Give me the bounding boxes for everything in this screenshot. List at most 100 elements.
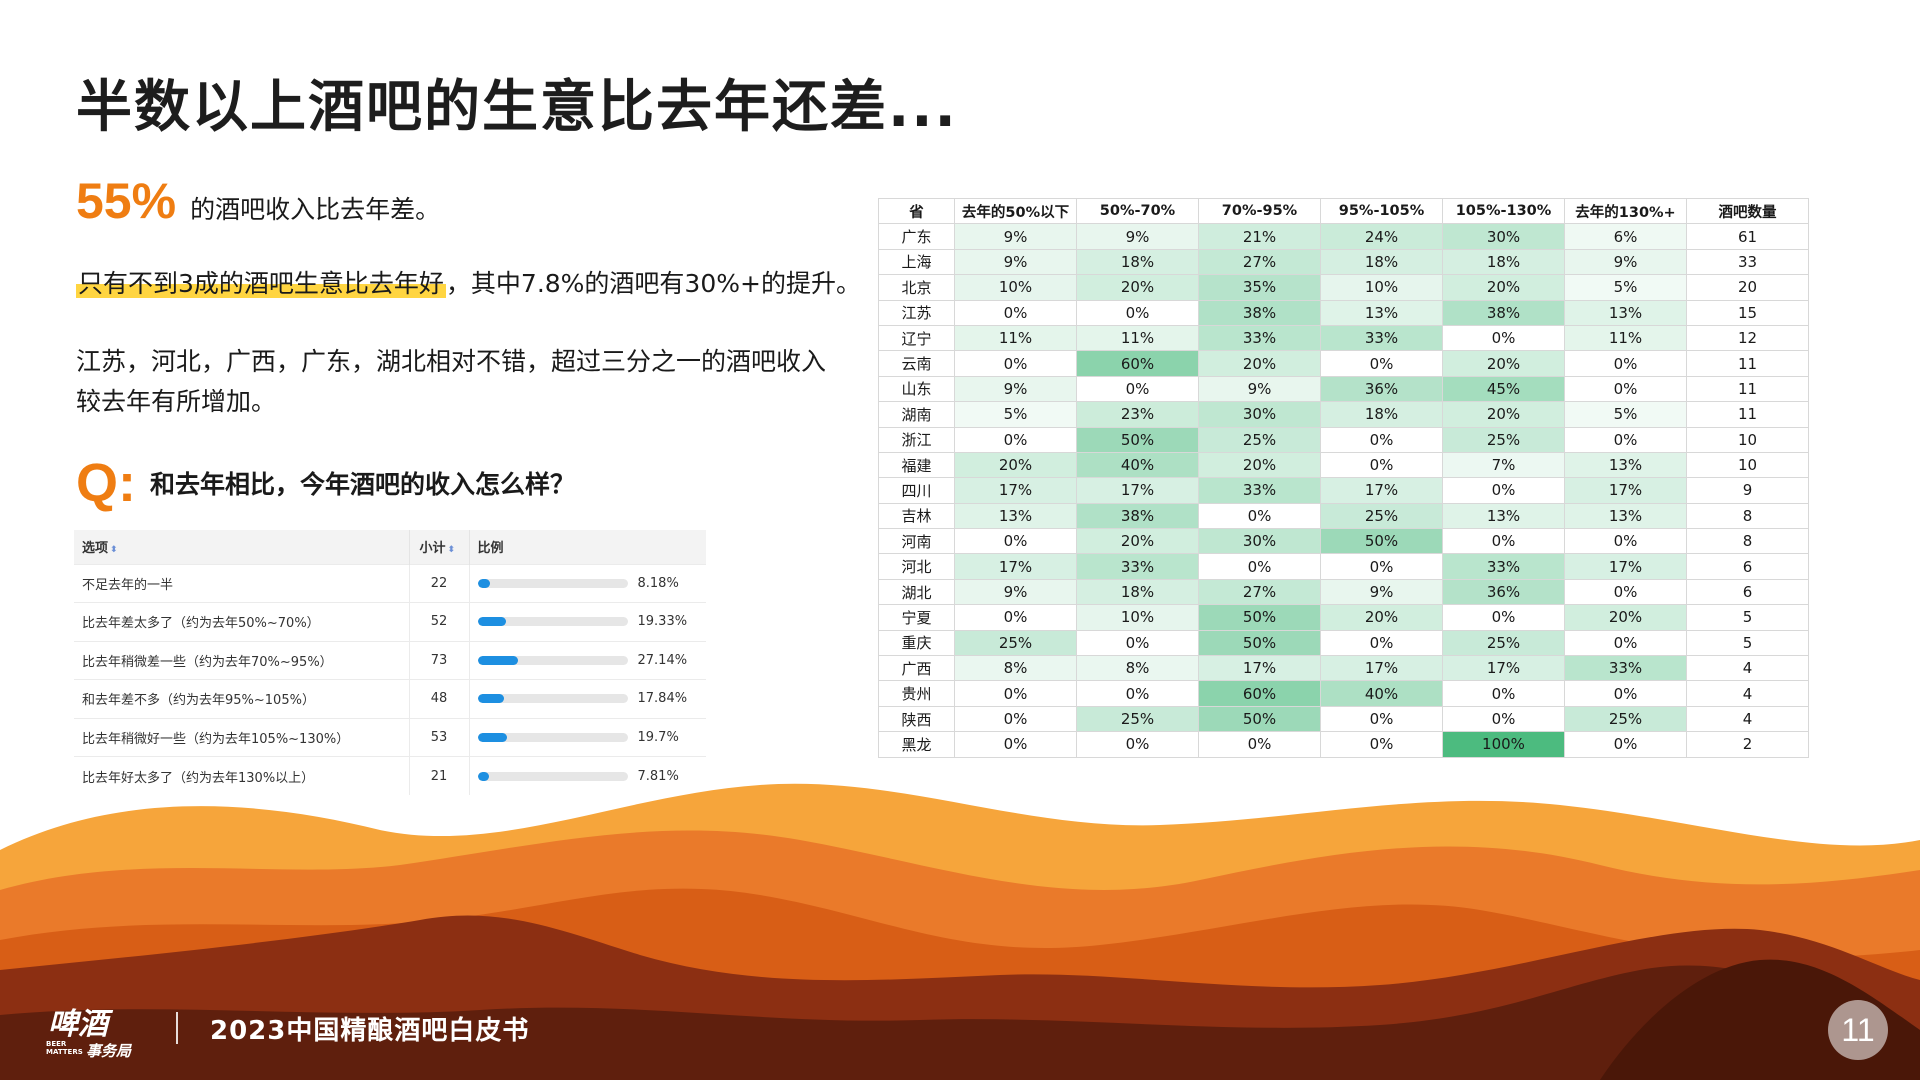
survey-percentage: 8.18% — [637, 575, 679, 591]
stat-description: 的酒吧收入比去年差。 — [190, 195, 441, 224]
bar-count: 6 — [1686, 553, 1809, 580]
bar-count: 5 — [1686, 604, 1809, 631]
heatmap-row: 湖北 9% 18% 27% 9% 36% 0% 6 — [878, 578, 1809, 606]
bar-count: 9 — [1686, 477, 1809, 504]
heatmap-cell: 0% — [1320, 426, 1443, 453]
heatmap-cell: 20% — [1564, 604, 1687, 631]
heatmap-cell: 33% — [1320, 324, 1443, 352]
heatmap-cell: 0% — [1442, 604, 1565, 631]
bar-count: 8 — [1686, 502, 1809, 530]
heatmap-cell: 38% — [1442, 299, 1565, 326]
heatmap-cell: 0% — [1442, 528, 1565, 555]
paragraph-rest: ，其中7.8%的酒吧有30%+的提升。 — [445, 269, 861, 298]
sort-icon[interactable]: ⬍ — [447, 545, 456, 556]
stat-percentage: 55% — [76, 173, 177, 229]
heatmap-column-header: 70%-95% — [1198, 197, 1321, 225]
sort-icon[interactable]: ⬍ — [110, 545, 118, 556]
heatmap-cell: 9% — [1198, 375, 1321, 403]
highlighted-text: 只有不到3成的酒吧生意比去年好 — [76, 269, 446, 298]
province-heatmap-table: 省去年的50%以下 50%-70% 70%-95% 95%-105% 105%-130%… — [878, 197, 1809, 758]
heatmap-cell: 33% — [1076, 553, 1199, 580]
heatmap-cell: 36% — [1442, 578, 1565, 606]
province-name: 湖北 — [878, 578, 955, 606]
heatmap-cell: 18% — [1442, 248, 1565, 276]
province-name: 宁夏 — [878, 604, 955, 631]
survey-table: 选项 ⬍ 小计 ⬍ 比例 不足去年的一半 22 8.18% 比去年差太多了（约为去年50%… — [74, 530, 706, 795]
heatmap-row: 黑龙 0% 0% 0% 0% 100% 0% 2 — [878, 731, 1809, 758]
survey-row: 和去年差不多（约为去年95%~105%） 48 17.84% — [74, 679, 706, 718]
progress-bar-fill — [477, 578, 490, 588]
heatmap-row: 福建 20% 40% 20% 0% 7% 13% 10 — [878, 451, 1809, 479]
heatmap-cell: 5% — [1564, 274, 1687, 301]
svg-text:MATTERS: MATTERS — [46, 1048, 83, 1056]
heatmap-cell: 50% — [1076, 426, 1199, 453]
heatmap-cell: 30% — [1442, 223, 1565, 250]
heatmap-cell: 20% — [1442, 350, 1565, 377]
heatmap-cell: 20% — [1198, 350, 1321, 377]
bar-count: 11 — [1686, 375, 1809, 403]
heatmap-cell: 11% — [1076, 324, 1199, 352]
heatmap-cell: 0% — [1564, 680, 1687, 707]
bar-count: 33 — [1686, 248, 1809, 276]
heatmap-column-header: 去年的130%+ — [1564, 197, 1687, 225]
column-header-option[interactable]: 选项 ⬍ — [74, 530, 410, 564]
heatmap-cell: 0% — [1564, 350, 1687, 377]
heatmap-cell: 9% — [954, 578, 1077, 606]
heatmap-cell: 33% — [1564, 655, 1687, 682]
heatmap-cell: 25% — [1442, 426, 1565, 453]
progress-bar-fill — [477, 655, 519, 665]
province-name: 陕西 — [878, 705, 955, 733]
survey-count: 48 — [409, 679, 470, 718]
heatmap-cell: 17% — [1076, 477, 1199, 504]
heatmap-cell: 20% — [1442, 401, 1565, 428]
heatmap-column-header: 105%-130% — [1442, 197, 1565, 225]
survey-ratio-cell: 19.7% — [469, 717, 706, 757]
paragraph-improvement: 只有不到3成的酒吧生意比去年好，其中7.8%的酒吧有30%+的提升。 — [76, 264, 861, 300]
heatmap-cell: 50% — [1198, 705, 1321, 733]
heatmap-cell: 100% — [1442, 731, 1565, 758]
heatmap-cell: 33% — [1198, 324, 1321, 352]
heatmap-cell: 13% — [954, 502, 1077, 530]
heatmap-row: 浙江 0% 50% 25% 0% 25% 0% 10 — [878, 426, 1809, 453]
survey-count: 53 — [409, 717, 470, 757]
svg-text:事务局: 事务局 — [86, 1042, 132, 1060]
heatmap-cell: 21% — [1198, 223, 1321, 250]
heatmap-cell: 0% — [1320, 451, 1443, 479]
heatmap-row: 江苏 0% 0% 38% 13% 38% 13% 15 — [878, 299, 1809, 326]
heatmap-cell: 9% — [954, 375, 1077, 403]
heatmap-cell: 9% — [1076, 223, 1199, 250]
heatmap-column-header: 50%-70% — [1076, 197, 1199, 225]
heatmap-cell: 0% — [1442, 680, 1565, 707]
survey-percentage: 19.7% — [637, 729, 679, 745]
heatmap-cell: 7% — [1442, 451, 1565, 479]
paragraph-regions-line2: 较去年有所增加。 — [76, 387, 277, 416]
heatmap-cell: 13% — [1442, 502, 1565, 530]
column-header-count[interactable]: 小计 ⬍ — [409, 530, 470, 564]
survey-option-label: 不足去年的一半 — [74, 563, 410, 603]
province-name: 贵州 — [878, 680, 955, 707]
heatmap-cell: 5% — [1564, 401, 1687, 428]
heatmap-cell: 9% — [954, 223, 1077, 250]
survey-percentage: 7.81% — [637, 768, 679, 784]
province-name: 黑龙 — [878, 731, 955, 758]
page-number: 11 — [1828, 1000, 1888, 1060]
survey-row: 比去年好太多了（约为去年130%以上） 21 7.81% — [74, 756, 706, 795]
decorative-waves — [0, 783, 1920, 1080]
survey-ratio-cell: 19.33% — [469, 602, 706, 641]
footer-title: 2023中国精酿酒吧白皮书 — [210, 1016, 530, 1046]
heatmap-cell: 45% — [1442, 375, 1565, 403]
heatmap-cell: 10% — [954, 274, 1077, 301]
heatmap-cell: 0% — [1076, 375, 1199, 403]
heatmap-cell: 20% — [1076, 274, 1199, 301]
heatmap-cell: 20% — [1076, 528, 1199, 555]
survey-row: 不足去年的一半 22 8.18% — [74, 563, 706, 603]
heatmap-cell: 9% — [954, 248, 1077, 276]
province-name: 广西 — [878, 655, 955, 682]
heatmap-cell: 0% — [954, 350, 1077, 377]
heatmap-cell: 10% — [1076, 604, 1199, 631]
heatmap-cell: 17% — [1320, 477, 1443, 504]
province-name: 浙江 — [878, 426, 955, 453]
bar-count: 12 — [1686, 324, 1809, 352]
heatmap-cell: 0% — [1076, 629, 1199, 657]
heatmap-cell: 10% — [1320, 274, 1443, 301]
